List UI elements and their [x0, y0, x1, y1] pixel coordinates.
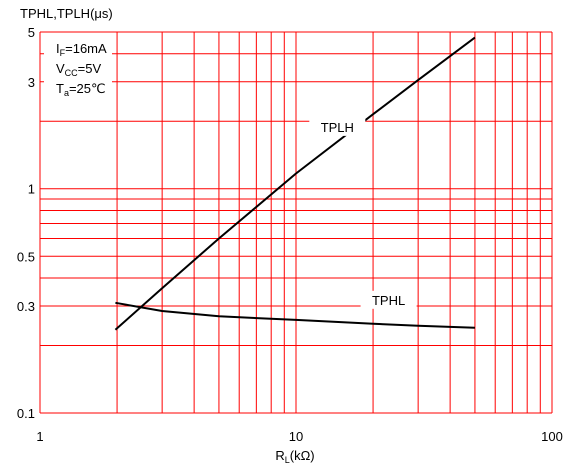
x-tick-label: 1	[36, 429, 43, 444]
x-tick-label: 10	[289, 429, 303, 444]
condition-ta: Ta=25℃	[56, 81, 106, 98]
y-tick-label: 0.5	[17, 249, 35, 264]
series-label-bg-tplh	[309, 117, 366, 136]
series-lines	[114, 36, 476, 331]
series-label-tplh: TPLH	[321, 120, 354, 135]
condition-if: IF=16mA	[56, 41, 107, 58]
x-tick-label: 100	[541, 429, 563, 444]
condition-vcc: VCC=5V	[56, 61, 101, 78]
series-line-tplh	[114, 36, 476, 331]
y-tick-label: 0.3	[17, 299, 35, 314]
series-line-tphl	[115, 301, 475, 329]
y-tick-label: 1	[28, 182, 35, 197]
conditions-box: IF=16mA VCC=5V Ta=25℃	[44, 34, 112, 98]
tick-labels: 1 10 100 0.1 0.3 0.5 1 3 5	[17, 25, 563, 444]
series-labels: TPLH TPHL	[309, 117, 417, 309]
series-label-tphl: TPHL	[372, 293, 405, 308]
y-tick-label: 0.1	[17, 406, 35, 421]
series-label-bg-tphl	[360, 290, 417, 309]
y-tick-label: 5	[28, 25, 35, 40]
x-axis-label: RL(kΩ)	[275, 448, 314, 465]
y-axis-label: TPHL,TPLH(μs)	[20, 6, 113, 21]
conditions-background	[44, 34, 112, 96]
grid	[39, 31, 553, 414]
y-tick-label: 3	[28, 75, 35, 90]
